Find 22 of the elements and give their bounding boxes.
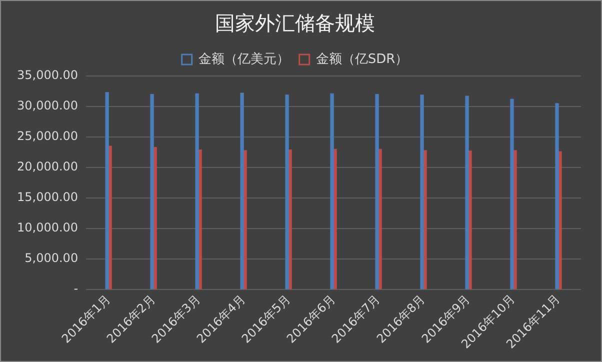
y-tick-label: - xyxy=(74,282,78,296)
y-tick-label: 25,000.00 xyxy=(16,129,78,144)
bar xyxy=(105,92,109,290)
chart-title: 国家外汇储备规模 xyxy=(215,11,375,36)
bar xyxy=(285,94,289,290)
bar xyxy=(195,93,199,290)
legend-label: 金额（亿美元） xyxy=(198,50,290,67)
bar xyxy=(150,94,154,290)
bar xyxy=(465,96,469,290)
bar xyxy=(375,94,379,290)
y-tick-label: 15,000.00 xyxy=(16,190,78,204)
bar xyxy=(240,92,244,290)
y-tick-label: 20,000.00 xyxy=(16,160,78,174)
y-tick-label: 10,000.00 xyxy=(16,220,78,235)
y-tick-label: 35,000.00 xyxy=(16,68,78,82)
legend-label: 金额（亿SDR） xyxy=(316,52,408,67)
y-tick-label: 30,000.00 xyxy=(16,98,78,113)
bar xyxy=(420,94,424,290)
bar xyxy=(510,98,514,290)
bar xyxy=(330,93,334,290)
bar xyxy=(555,103,559,290)
y-tick-label: 5,000.00 xyxy=(24,251,78,266)
